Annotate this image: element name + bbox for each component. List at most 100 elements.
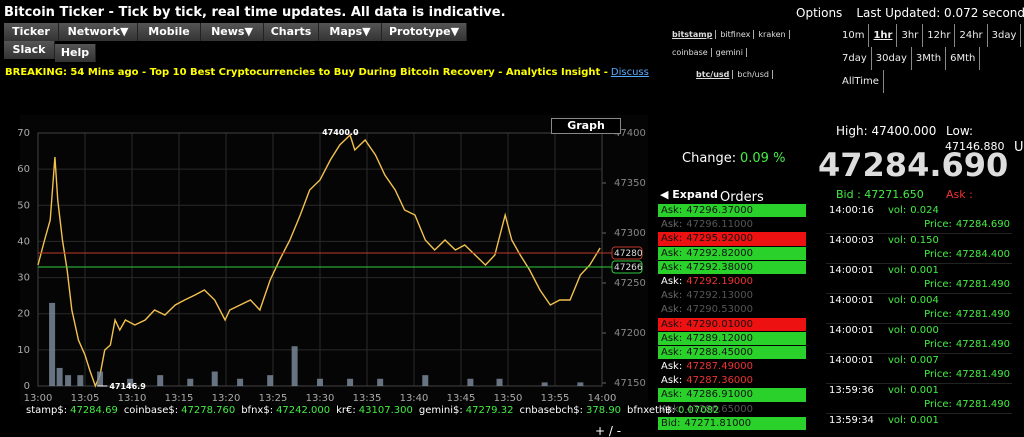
nav-button[interactable]: Mobile [138, 23, 201, 41]
trade-price: Price: 47281.490 [924, 369, 1010, 380]
y-tick-label: 40 [17, 236, 30, 247]
trade-row: 14:00:01 vol: 0.004 Price: 47281.490 [826, 294, 1012, 324]
y-tick-label: 0 [24, 381, 30, 392]
order-row: Ask: 47292.82000 [658, 246, 806, 261]
nav-button[interactable]: Slack [4, 41, 55, 59]
exchange-link[interactable]: bitfinex [720, 30, 755, 39]
exchange-link[interactable]: kraken [758, 30, 790, 39]
vol-label: vol: [888, 355, 907, 366]
x-tick-label: 13:10 [118, 393, 147, 404]
trade-price: Price: 47281.490 [924, 309, 1010, 320]
order-side: Ask: [661, 375, 683, 387]
trade-time: 13:59:36 [829, 385, 874, 396]
order-row: Ask: 47295.92000 [658, 232, 806, 247]
last-updated: Last Updated: 0.072 seconds [856, 6, 1024, 20]
exchange-link[interactable]: bitstamp [672, 30, 717, 39]
nav-button[interactable]: Prototype▼ [382, 23, 467, 41]
ticker-value: 0.07082 [678, 405, 720, 416]
price-value: 47284.690 [955, 219, 1010, 230]
vol-label: vol: [888, 415, 907, 426]
order-side: Ask: [661, 361, 683, 373]
x-tick-label: 13:50 [494, 393, 523, 404]
pair-link[interactable]: btc/usd [696, 70, 734, 79]
ticker-value: 47279.32 [465, 405, 514, 416]
order-row: Ask: 47287.36000 [658, 374, 806, 389]
ticker-bar: stamp$: 47284.69 coinbase$: 47278.760 bfnx$:… [26, 405, 725, 416]
volume-bar [577, 382, 584, 386]
trade-row: 14:00:01 vol: 0.001 Price: 47281.490 [826, 264, 1012, 294]
discuss-link[interactable]: Discuss [610, 67, 649, 78]
volume-bar [267, 375, 274, 386]
vol-label: vol: [888, 235, 907, 246]
volume-bar [467, 378, 474, 386]
annotation: 47146.9 [109, 382, 146, 391]
nav-button[interactable]: Help [55, 44, 96, 62]
volume-bar [127, 378, 134, 386]
pair-link[interactable]: bch/usd [737, 70, 773, 79]
zoom-control[interactable]: + / - [595, 424, 622, 437]
range-link[interactable]: 7day [838, 47, 872, 70]
ticker-value: 47278.760 [181, 405, 236, 416]
vol-label: vol: [888, 325, 907, 336]
range-link[interactable]: 10m [838, 24, 870, 47]
volume-bar [65, 375, 72, 386]
exchange-link[interactable]: coinbase [672, 48, 712, 57]
order-row: Ask: 47286.65000 [658, 402, 806, 417]
options-link[interactable]: Options [796, 6, 843, 20]
vol-value: 0.001 [910, 385, 939, 396]
trade-price: Price: 47281.490 [924, 279, 1010, 290]
range-link[interactable]: 3hr [897, 24, 924, 47]
nav-button[interactable]: News▼ [201, 23, 264, 41]
range-link[interactable]: 12hr [923, 24, 956, 47]
nav-button[interactable]: Network▼ [59, 23, 138, 41]
graph-button[interactable]: Graph [551, 118, 621, 134]
range-link[interactable]: 30day [872, 47, 912, 70]
order-side: Ask: [661, 318, 683, 330]
range-link[interactable]: AllTime [838, 70, 884, 93]
expand-button[interactable]: ◀ Expand [660, 188, 718, 201]
price-value: 47281.490 [955, 369, 1010, 380]
order-price: 47292.19000 [686, 275, 754, 287]
order-side: Ask: [661, 290, 683, 302]
price-label: Price: [924, 399, 952, 410]
volume-bar [237, 378, 244, 386]
price-value: 47284.400 [955, 249, 1010, 260]
ticker-value: 47242.000 [276, 405, 331, 416]
exchange-link[interactable]: gemini [715, 48, 747, 57]
order-price: 47292.38000 [686, 261, 754, 273]
order-side: Ask: [661, 219, 683, 231]
ticker-value: 47284.69 [70, 405, 118, 416]
range-link[interactable]: 24hr [955, 24, 988, 47]
order-side: Ask: [661, 332, 683, 344]
reference-label: 47266 [614, 263, 643, 273]
volume-bar [211, 371, 218, 386]
annotation: 47400.0 [322, 128, 359, 137]
vol-label: vol: [888, 205, 907, 216]
high: High: 47400.000 [836, 124, 937, 138]
volume-bar [317, 378, 323, 386]
order-row: Ask: 47288.45000 [658, 345, 806, 361]
nav-button[interactable]: Charts [264, 23, 319, 41]
order-price: 47290.01000 [686, 318, 754, 330]
trade-row: 14:00:01 vol: 0.007 Price: 47281.490 [826, 354, 1012, 384]
range-link[interactable]: 3Mth [912, 47, 947, 70]
range-link[interactable]: 6Mth [946, 47, 981, 70]
nav-button[interactable]: Ticker [4, 23, 59, 41]
order-row: Ask: 47289.12000 [658, 331, 806, 346]
order-price: 47288.45000 [686, 346, 754, 358]
order-price: 47289.12000 [686, 332, 754, 344]
order-side: Ask: [661, 247, 683, 259]
bid: Bid : 47271.650 [836, 188, 924, 201]
x-tick-label: 13:35 [353, 393, 382, 404]
ticker-label: kr€: [336, 405, 356, 416]
range-link[interactable]: 3day [988, 24, 1022, 47]
trade-row: 13:59:34 vol: 0.001 [826, 414, 1012, 437]
trade-vol: vol: 0.007 [888, 355, 939, 366]
order-price: 47292.13000 [686, 290, 754, 302]
vol-value: 0.000 [910, 325, 939, 336]
volume-bar [49, 302, 56, 386]
nav-button[interactable]: Maps▼ [319, 23, 382, 41]
x-tick-label: 13:40 [400, 393, 429, 404]
reference-tag [611, 260, 643, 274]
range-link[interactable]: 1hr [869, 24, 898, 47]
